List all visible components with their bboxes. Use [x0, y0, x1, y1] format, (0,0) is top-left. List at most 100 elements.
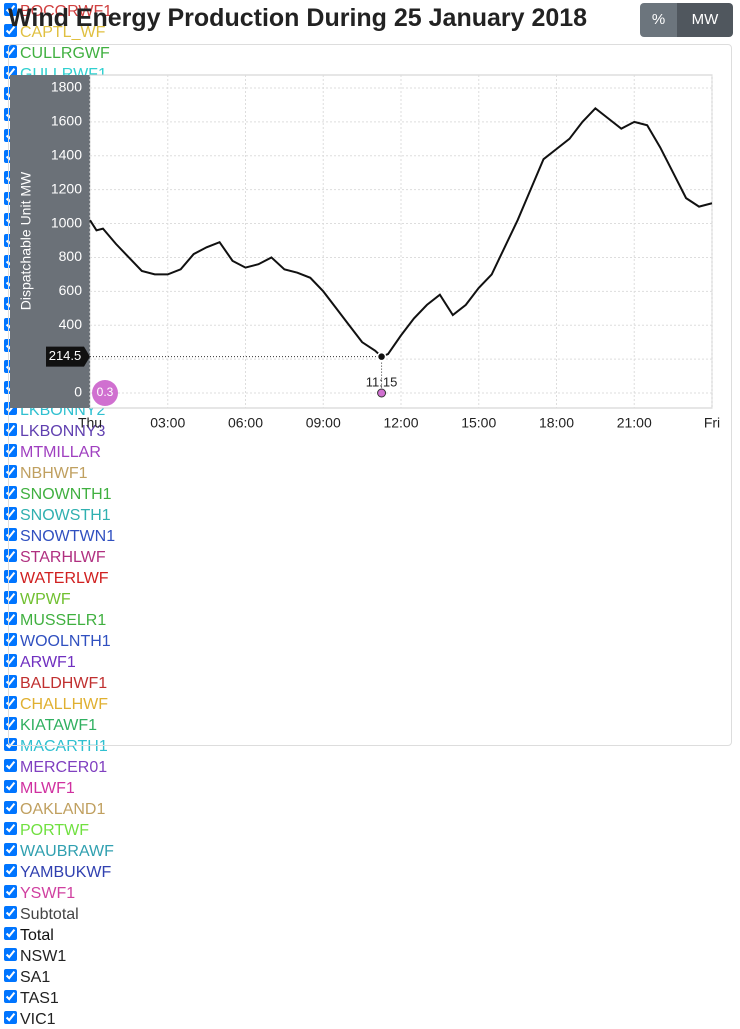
- filter-option[interactable]: WOOLNTH1: [0, 630, 740, 651]
- filter-label: MERCER01: [20, 759, 108, 776]
- filter-option[interactable]: WPWF: [0, 588, 740, 609]
- filter-option[interactable]: WAUBRAWF: [0, 840, 740, 861]
- filter-checkbox[interactable]: [4, 528, 17, 541]
- filter-option[interactable]: TAS1: [0, 987, 740, 1008]
- filter-checkbox[interactable]: [4, 864, 17, 877]
- filter-option[interactable]: YSWF1: [0, 882, 740, 903]
- filter-checkbox[interactable]: [4, 990, 17, 1003]
- filter-option[interactable]: ARWF1: [0, 651, 740, 672]
- filter-checkbox[interactable]: [4, 45, 17, 58]
- subtotal-badge: [92, 380, 118, 406]
- filter-label: BALDHWF1: [20, 675, 108, 692]
- y-tick-label: 1800: [51, 79, 82, 95]
- filter-checkbox[interactable]: [4, 801, 17, 814]
- filter-checkbox[interactable]: [4, 24, 17, 37]
- filter-option[interactable]: NSW1: [0, 945, 740, 966]
- filter-label: MTMILLAR: [20, 444, 101, 461]
- hover-point: [376, 351, 387, 362]
- y-tick-label: 1000: [51, 214, 82, 230]
- filter-label: ARWF1: [20, 654, 76, 671]
- filter-checkbox[interactable]: [4, 570, 17, 583]
- filter-label: BOCORWF1: [20, 3, 113, 20]
- filter-option[interactable]: CHALLHWF: [0, 693, 740, 714]
- filter-label: MLWF1: [20, 780, 75, 797]
- filter-option[interactable]: BALDHWF1: [0, 672, 740, 693]
- filter-checkbox[interactable]: [4, 948, 17, 961]
- filter-checkbox[interactable]: [4, 843, 17, 856]
- filter-option[interactable]: WATERLWF: [0, 567, 740, 588]
- filter-label: STARHLWF: [20, 549, 106, 566]
- filter-checkbox[interactable]: [4, 465, 17, 478]
- filter-option[interactable]: YAMBUKWF: [0, 861, 740, 882]
- filter-label: KIATAWF1: [20, 717, 98, 734]
- y-tick-label: 0: [74, 384, 82, 400]
- toggle-button[interactable]: MW: [677, 3, 733, 37]
- filter-checkbox[interactable]: [4, 696, 17, 709]
- filter-label: SA1: [20, 969, 51, 986]
- filter-option[interactable]: CULLRGWF: [0, 42, 740, 63]
- filter-option[interactable]: SA1: [0, 966, 740, 987]
- x-tick-label: 15:00: [461, 415, 496, 431]
- filter-checkbox[interactable]: [4, 486, 17, 499]
- toggle-button[interactable]: %: [640, 3, 677, 37]
- filter-option[interactable]: VIC1: [0, 1008, 740, 1029]
- filter-checkbox[interactable]: [4, 591, 17, 604]
- filter-option[interactable]: STARHLWF: [0, 546, 740, 567]
- filter-option[interactable]: Subtotal: [0, 903, 740, 924]
- x-tick-label: 09:00: [306, 415, 341, 431]
- filter-checkbox[interactable]: [4, 507, 17, 520]
- filter-label: CULLRGWF: [20, 45, 110, 62]
- filter-checkbox[interactable]: [4, 654, 17, 667]
- filter-label: WAUBRAWF: [20, 843, 114, 860]
- filter-checkbox[interactable]: [4, 717, 17, 730]
- filter-label: SNOWTWN1: [20, 528, 116, 545]
- filter-option[interactable]: SNOWNTH1: [0, 483, 740, 504]
- filter-label: SNOWNTH1: [20, 486, 112, 503]
- filter-checkbox[interactable]: [4, 633, 17, 646]
- filter-checkbox[interactable]: [4, 675, 17, 688]
- filter-label: VIC1: [20, 1011, 56, 1028]
- filter-checkbox[interactable]: [4, 423, 17, 436]
- filter-label: LKBONNY3: [20, 423, 106, 440]
- filter-option[interactable]: MTMILLAR: [0, 441, 740, 462]
- x-tick-label: 03:00: [150, 415, 185, 431]
- filter-label: PORTWF: [20, 822, 90, 839]
- filter-checkbox[interactable]: [4, 969, 17, 982]
- y-tick-label: 400: [59, 316, 83, 332]
- filter-label: CAPTL_WF: [20, 24, 106, 41]
- filter-option[interactable]: MLWF1: [0, 777, 740, 798]
- filter-option[interactable]: SNOWTWN1: [0, 525, 740, 546]
- filter-checkbox[interactable]: [4, 885, 17, 898]
- filter-label: MUSSELR1: [20, 612, 107, 629]
- filter-option[interactable]: MUSSELR1: [0, 609, 740, 630]
- filter-option[interactable]: Total: [0, 924, 740, 945]
- filter-label: YSWF1: [20, 885, 76, 902]
- filter-option[interactable]: PORTWF: [0, 819, 740, 840]
- filter-option[interactable]: MERCER01: [0, 756, 740, 777]
- filter-option[interactable]: KIATAWF1: [0, 714, 740, 735]
- filter-option[interactable]: OAKLAND1: [0, 798, 740, 819]
- filter-label: Subtotal: [20, 906, 79, 923]
- x-tick-label: Fri: [704, 415, 720, 431]
- filter-checkbox[interactable]: [4, 1011, 17, 1024]
- filter-label: OAKLAND1: [20, 801, 106, 818]
- filter-label: CHALLHWF: [20, 696, 109, 713]
- filter-checkbox[interactable]: [4, 3, 17, 16]
- filter-checkbox[interactable]: [4, 780, 17, 793]
- x-tick-label: 21:00: [617, 415, 652, 431]
- filter-option[interactable]: LKBONNY3: [0, 420, 740, 441]
- filter-option[interactable]: CAPTL_WF: [0, 21, 740, 42]
- filter-checkbox[interactable]: [4, 549, 17, 562]
- filter-checkbox[interactable]: [4, 906, 17, 919]
- filter-checkbox[interactable]: [4, 444, 17, 457]
- filter-option[interactable]: SNOWSTH1: [0, 504, 740, 525]
- filter-option[interactable]: NBHWF1: [0, 462, 740, 483]
- filter-checkbox[interactable]: [4, 822, 17, 835]
- filter-option[interactable]: BOCORWF1: [0, 0, 740, 21]
- filter-checkbox[interactable]: [4, 759, 17, 772]
- filter-label: SNOWSTH1: [20, 507, 111, 524]
- filter-checkbox[interactable]: [4, 927, 17, 940]
- filter-checkbox[interactable]: [4, 612, 17, 625]
- y-tick-label: 1400: [51, 146, 82, 162]
